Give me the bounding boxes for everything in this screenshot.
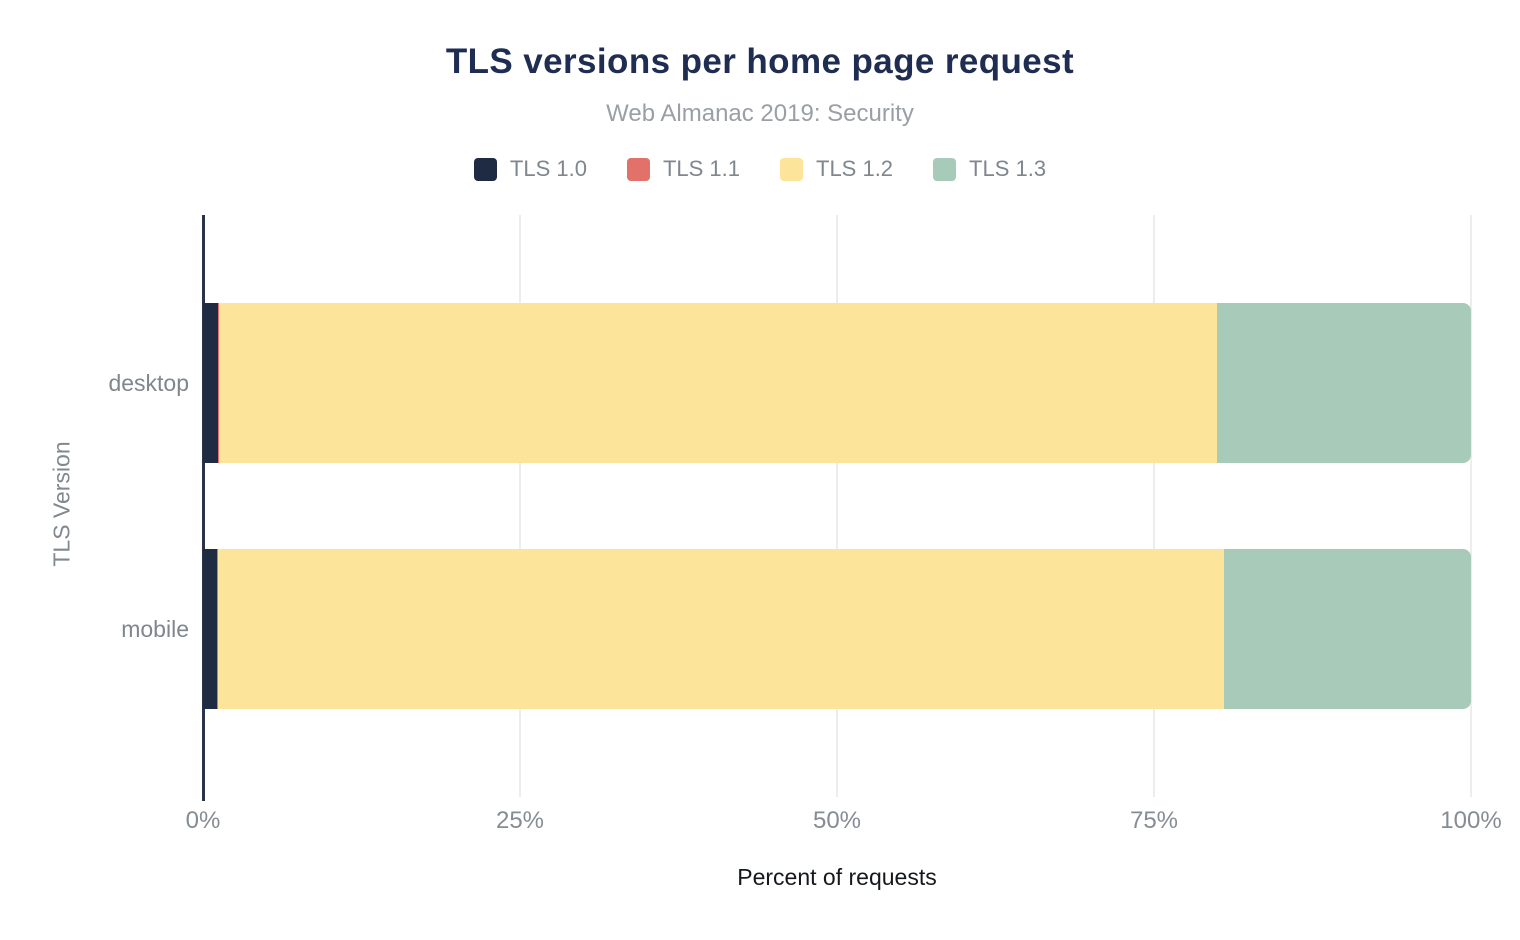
bar-segment-desktop-tls-1-3[interactable] <box>1217 303 1471 463</box>
bar-segment-desktop-tls-1-0[interactable] <box>203 303 219 463</box>
bar-mobile <box>203 549 1471 709</box>
gridline-50 <box>836 215 838 797</box>
category-label-desktop: desktop <box>108 370 189 396</box>
legend-label: TLS 1.3 <box>969 156 1047 181</box>
bar-segment-mobile-tls-1-2[interactable] <box>218 549 1224 709</box>
chart-subtitle: Web Almanac 2019: Security <box>606 100 914 127</box>
legend-label: TLS 1.1 <box>662 156 740 181</box>
gridline-75 <box>1153 215 1155 797</box>
bar-segment-mobile-tls-1-1[interactable] <box>216 549 219 709</box>
x-tick-0: 0% <box>185 807 221 834</box>
legend: TLS 1.0 TLS 1.1 TLS 1.2 TLS 1.3 <box>0 156 1520 182</box>
x-tick-25: 25% <box>495 807 545 834</box>
category-label-mobile: mobile <box>121 616 189 642</box>
bar-segment-mobile-tls-1-0[interactable] <box>203 549 217 709</box>
x-axis-title: Percent of requests <box>737 864 937 890</box>
legend-swatch-tls-1-0 <box>473 157 497 181</box>
x-tick-75: 75% <box>1129 807 1179 834</box>
bar-desktop <box>203 303 1471 463</box>
legend-label: TLS 1.2 <box>816 156 894 181</box>
gridline-100 <box>1470 215 1472 797</box>
chart-title: TLS versions per home page request <box>445 42 1075 81</box>
bar-segment-mobile-tls-1-3[interactable] <box>1223 549 1471 709</box>
gridline-25 <box>519 215 521 797</box>
y-axis-title: TLS Version <box>48 441 75 567</box>
plot-area: desktop mobile 0% 25% 50% 75% 100% <box>108 215 1502 834</box>
x-tick-50: 50% <box>812 807 862 834</box>
bar-segment-desktop-tls-1-2[interactable] <box>219 303 1218 463</box>
legend-swatch-tls-1-3 <box>933 157 957 181</box>
legend-item-tls-1-0[interactable]: TLS 1.0 <box>473 156 587 182</box>
legend-item-tls-1-1[interactable]: TLS 1.1 <box>626 156 740 182</box>
x-tick-100: 100% <box>1440 807 1502 834</box>
legend-swatch-tls-1-2 <box>780 157 803 181</box>
legend-item-tls-1-3[interactable]: TLS 1.3 <box>933 156 1046 182</box>
bar-segment-desktop-tls-1-1[interactable] <box>218 303 220 463</box>
legend-item-tls-1-2[interactable]: TLS 1.2 <box>780 156 893 182</box>
legend-swatch-tls-1-1 <box>626 157 650 181</box>
legend-label: TLS 1.0 <box>509 156 587 181</box>
y-axis-line <box>202 215 205 801</box>
